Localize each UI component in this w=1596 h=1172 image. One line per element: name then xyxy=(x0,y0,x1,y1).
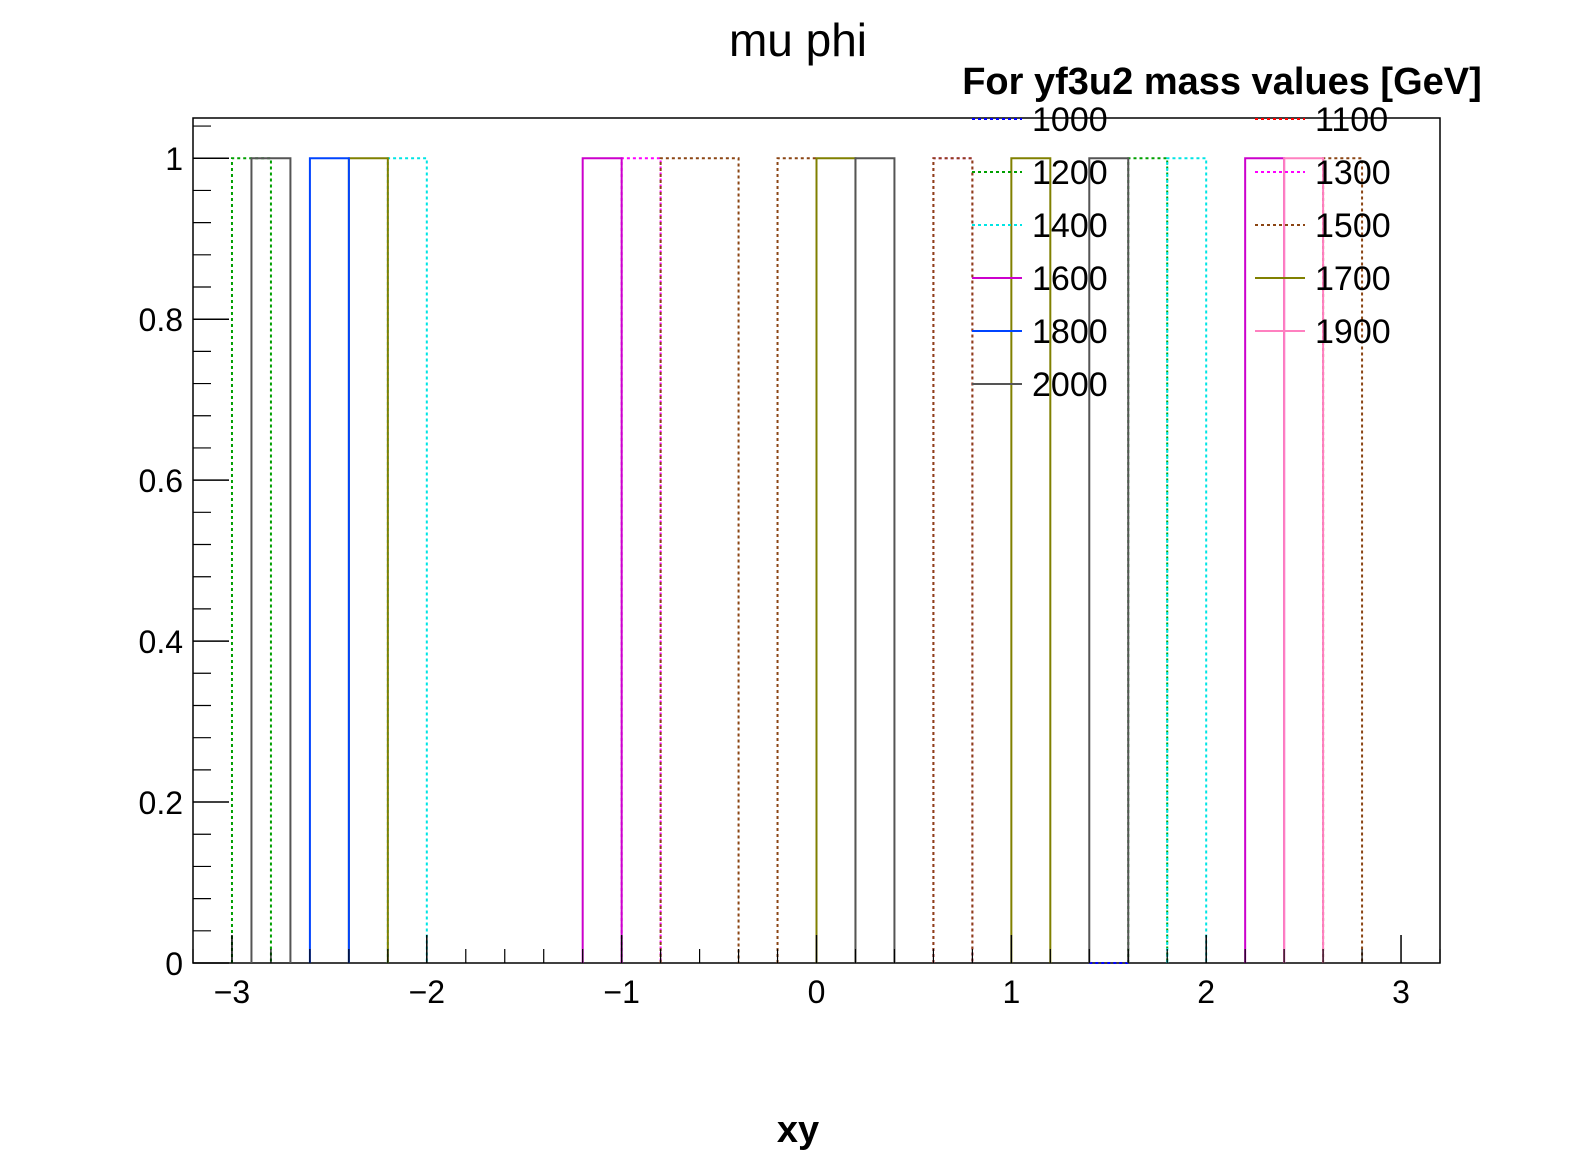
chart-title: mu phi xyxy=(729,14,867,66)
series-1400-bin-0 xyxy=(386,157,428,963)
series-1400-bin-1 xyxy=(1166,157,1208,963)
x-tick-label: 1 xyxy=(1002,974,1020,1010)
legend-entry-1700: 1700 xyxy=(1255,260,1391,298)
legend-label: 1000 xyxy=(1032,101,1108,139)
legend-label: 1700 xyxy=(1315,260,1391,298)
legend-entry-1800: 1800 xyxy=(972,313,1108,351)
series-2000-bin-0 xyxy=(250,157,292,963)
series-1500-bin-0 xyxy=(659,157,740,963)
series-1900-bin-0 xyxy=(1283,157,1325,963)
legend-entry-1000: 1000 xyxy=(972,101,1108,139)
legend-label: 1800 xyxy=(1032,313,1108,351)
series-1500-bin-2 xyxy=(932,157,974,963)
series-1300-bin-1 xyxy=(932,157,974,963)
series-1700-bin-1 xyxy=(815,157,857,963)
series-2000-bin-1 xyxy=(854,157,896,963)
x-tick-label: 0 xyxy=(808,974,826,1010)
legend-label: 1500 xyxy=(1315,207,1391,245)
x-tick-label: −3 xyxy=(214,974,250,1010)
legend-entry-1900: 1900 xyxy=(1255,313,1391,351)
series-1700-bin-0 xyxy=(347,157,389,963)
series-1300-bin-0 xyxy=(620,157,662,963)
series-1500-bin-1 xyxy=(776,157,818,963)
x-tick-label: −2 xyxy=(409,974,445,1010)
legend-entry-1600: 1600 xyxy=(972,260,1108,298)
legend-label: 1600 xyxy=(1032,260,1108,298)
legend-entry-1100: 1100 xyxy=(1255,101,1388,139)
x-axis-label: xy xyxy=(777,1109,819,1151)
y-tick-label: 0.4 xyxy=(139,624,183,660)
series-1600-bin-0 xyxy=(581,157,623,963)
x-tick-label: 2 xyxy=(1197,974,1215,1010)
x-tick-label: −1 xyxy=(603,974,639,1010)
legend-entry-1500: 1500 xyxy=(1255,207,1391,245)
y-tick-label: 0 xyxy=(165,946,183,982)
legend-label: 2000 xyxy=(1032,366,1108,404)
series-layer xyxy=(230,157,1364,964)
x-tick-label: 3 xyxy=(1392,974,1410,1010)
legend-label: 1100 xyxy=(1315,101,1388,139)
axes-layer: −3 −2 −1 0 1 2 3 0 0.2 0.4 0.6 0.8 1 xyxy=(139,125,1441,1010)
legend-label: 1400 xyxy=(1032,207,1108,245)
legend-entry-2000: 2000 xyxy=(972,366,1108,404)
y-tick-label: 0.6 xyxy=(139,463,183,499)
legend-entry-1400: 1400 xyxy=(972,207,1108,245)
legend-label: 1300 xyxy=(1315,154,1391,192)
series-1800-bin-0 xyxy=(308,157,350,963)
legend-label: 1900 xyxy=(1315,313,1391,351)
series-1200-bin-1 xyxy=(1127,157,1169,963)
series-2000-bin-2 xyxy=(1088,157,1130,963)
y-tick-label: 0.8 xyxy=(139,302,183,338)
y-tick-label: 1 xyxy=(165,141,183,177)
y-tick-label: 0.2 xyxy=(139,785,183,821)
legend-title: For yf3u2 mass values [GeV] xyxy=(962,61,1482,103)
legend: For yf3u2 mass values [GeV] 1000 1100 1200… xyxy=(962,61,1482,404)
series-1700-bin-2 xyxy=(1010,157,1052,963)
legend-label: 1200 xyxy=(1032,154,1108,192)
legend-entry-1300: 1300 xyxy=(1255,154,1391,192)
legend-entry-1200: 1200 xyxy=(972,154,1108,192)
